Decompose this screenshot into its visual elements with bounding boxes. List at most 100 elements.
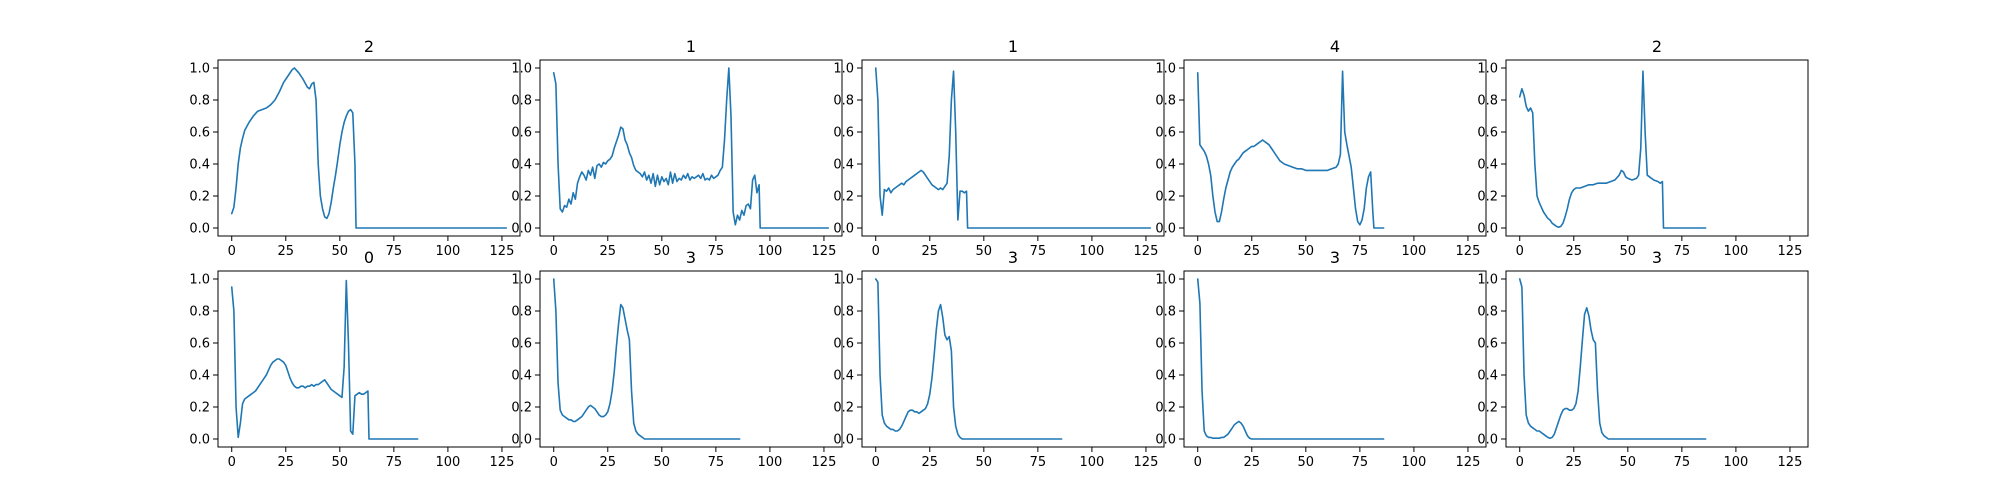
y-tick-label: 0.0 <box>833 222 854 237</box>
subplot-title: 3 <box>1652 248 1662 267</box>
y-tick-label: 0.0 <box>189 222 210 237</box>
x-tick-label: 100 <box>1401 244 1426 259</box>
y-tick-label: 0.6 <box>1477 126 1498 141</box>
y-tick-label: 0.4 <box>511 369 532 384</box>
x-tick-label: 100 <box>1401 455 1426 470</box>
subplot-title: 2 <box>1652 37 1662 56</box>
subplot-title: 3 <box>1008 248 1018 267</box>
y-tick-label: 0.0 <box>189 433 210 448</box>
x-tick-label: 50 <box>976 455 993 470</box>
y-tick-label: 0.8 <box>511 305 532 320</box>
x-tick-label: 25 <box>1243 455 1260 470</box>
y-tick-label: 0.8 <box>1477 305 1498 320</box>
x-tick-label: 0 <box>1194 455 1202 470</box>
y-tick-label: 0.0 <box>1477 433 1498 448</box>
y-tick-label: 1.0 <box>1155 62 1176 77</box>
x-tick-label: 25 <box>921 244 938 259</box>
y-tick-label: 0.6 <box>511 126 532 141</box>
axes-frame <box>861 270 1165 448</box>
x-tick-label: 50 <box>654 244 671 259</box>
y-tick-label: 1.0 <box>833 273 854 288</box>
y-tick-label: 1.0 <box>511 62 532 77</box>
x-tick-label: 50 <box>1298 244 1315 259</box>
y-tick-label: 1.0 <box>1477 273 1498 288</box>
subplot-6: 0 25 50 75 100 125 0.0 0.2 0.4 0.6 0.8 1.0 0 <box>189 248 521 470</box>
x-tick-label: 50 <box>1298 455 1315 470</box>
subplot-title: 1 <box>1008 37 1018 56</box>
subplot-10: 0 25 50 75 100 125 0.0 0.2 0.4 0.6 0.8 1.0 3 <box>1477 248 1809 470</box>
x-tick-label: 50 <box>976 244 993 259</box>
y-tick-label: 0.2 <box>189 401 210 416</box>
y-tick-label: 1.0 <box>511 273 532 288</box>
y-tick-label: 0.2 <box>833 401 854 416</box>
x-tick-label: 50 <box>654 455 671 470</box>
x-tick-label: 0 <box>1194 244 1202 259</box>
y-tick-label: 0.2 <box>1155 401 1176 416</box>
y-tick-label: 0.6 <box>189 337 210 352</box>
y-tick-label: 1.0 <box>833 62 854 77</box>
axes-frame <box>217 270 521 448</box>
y-tick-label: 0.4 <box>1477 158 1498 173</box>
subplot-title: 2 <box>364 37 374 56</box>
y-tick-label: 0.4 <box>1155 369 1176 384</box>
x-tick-label: 75 <box>386 455 403 470</box>
y-tick-label: 0.2 <box>1477 190 1498 205</box>
series-line <box>230 67 508 229</box>
x-tick-label: 75 <box>1030 455 1047 470</box>
axes-frame <box>539 270 843 448</box>
x-tick-label: 100 <box>435 455 460 470</box>
x-tick-label: 125 <box>1456 244 1481 259</box>
y-tick-label: 1.0 <box>1477 62 1498 77</box>
x-tick-label: 100 <box>1079 455 1104 470</box>
y-tick-label: 0.6 <box>833 126 854 141</box>
x-tick-label: 0 <box>1516 455 1524 470</box>
y-tick-label: 0.4 <box>511 158 532 173</box>
y-tick-label: 0.8 <box>833 305 854 320</box>
y-tick-label: 0.2 <box>511 401 532 416</box>
y-tick-label: 0.6 <box>1477 337 1498 352</box>
x-tick-label: 25 <box>1565 455 1582 470</box>
x-tick-label: 25 <box>921 455 938 470</box>
axes-frame <box>539 59 843 237</box>
x-tick-label: 0 <box>550 244 558 259</box>
y-tick-label: 0.6 <box>511 337 532 352</box>
axes-frame <box>1505 59 1809 237</box>
series-line <box>1196 70 1385 229</box>
x-tick-label: 75 <box>1674 244 1691 259</box>
x-tick-label: 75 <box>1352 455 1369 470</box>
y-tick-label: 0.4 <box>189 369 210 384</box>
subplot-4: 0 25 50 75 100 125 0.0 0.2 0.4 0.6 0.8 1.0 4 <box>1155 37 1487 259</box>
x-tick-label: 25 <box>1565 244 1582 259</box>
y-tick-label: 0.6 <box>189 126 210 141</box>
y-tick-label: 0.2 <box>1155 190 1176 205</box>
x-tick-label: 0 <box>872 455 880 470</box>
x-tick-label: 125 <box>812 244 837 259</box>
subplot-title: 0 <box>364 248 374 267</box>
subplot-title: 4 <box>1330 37 1340 56</box>
x-tick-label: 100 <box>435 244 460 259</box>
subplot-title: 3 <box>1330 248 1340 267</box>
x-tick-label: 0 <box>550 455 558 470</box>
x-tick-label: 75 <box>708 244 725 259</box>
y-tick-label: 0.0 <box>1155 433 1176 448</box>
axes-frame <box>1505 270 1809 448</box>
x-tick-label: 75 <box>1030 244 1047 259</box>
y-tick-label: 0.4 <box>833 369 854 384</box>
y-tick-label: 0.4 <box>1155 158 1176 173</box>
y-tick-label: 0.0 <box>511 433 532 448</box>
subplot-1: 0 25 50 75 100 125 0.0 0.2 0.4 0.6 0.8 1.0 2 <box>189 37 521 259</box>
series-line <box>874 278 1063 440</box>
x-tick-label: 0 <box>872 244 880 259</box>
subplot-title: 1 <box>686 37 696 56</box>
y-tick-label: 0.0 <box>511 222 532 237</box>
y-tick-label: 0.8 <box>1155 94 1176 109</box>
x-tick-label: 125 <box>1778 244 1803 259</box>
subplot-8: 0 25 50 75 100 125 0.0 0.2 0.4 0.6 0.8 1.0 3 <box>833 248 1165 470</box>
y-tick-label: 1.0 <box>189 62 210 77</box>
y-tick-label: 0.8 <box>189 305 210 320</box>
y-tick-label: 0.4 <box>833 158 854 173</box>
x-tick-label: 50 <box>1620 455 1637 470</box>
y-tick-label: 0.8 <box>189 94 210 109</box>
y-tick-label: 0.8 <box>833 94 854 109</box>
x-tick-label: 75 <box>1674 455 1691 470</box>
